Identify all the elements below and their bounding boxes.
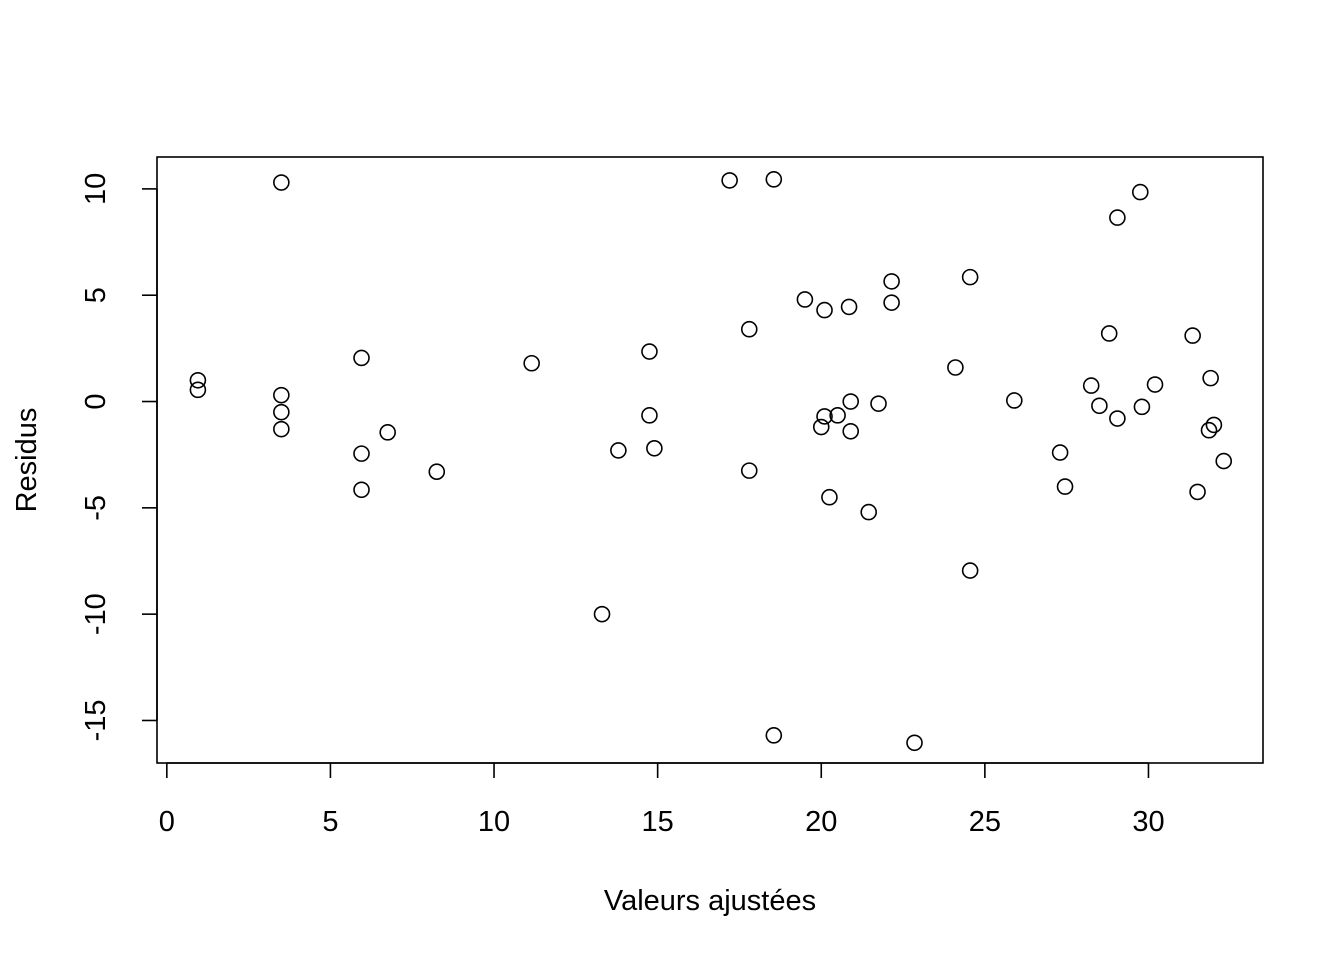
x-tick-label: 15 [642, 806, 674, 838]
data-point [1202, 369, 1219, 387]
data-point [765, 727, 783, 744]
x-tick-label: 5 [322, 806, 338, 838]
data-point [842, 393, 860, 410]
data-point [721, 172, 738, 189]
data-point [870, 395, 887, 412]
data-point [1184, 327, 1201, 344]
y-tick-label: -15 [80, 700, 112, 742]
data-point [189, 371, 207, 389]
y-tick-label: 5 [80, 287, 112, 303]
data-point [353, 349, 370, 367]
data-point [1205, 416, 1223, 434]
data-point [273, 420, 290, 438]
data-point [1100, 325, 1118, 342]
data-point [947, 359, 964, 376]
y-tick-label: -10 [80, 593, 112, 635]
y-axis-title: Residus [11, 408, 43, 513]
data-point [1091, 397, 1108, 415]
data-point [610, 442, 627, 459]
data-point [273, 403, 290, 421]
data-point [740, 320, 758, 338]
x-tick-label: 0 [159, 806, 175, 838]
data-point [1056, 478, 1074, 495]
x-tick-label: 10 [478, 806, 510, 838]
y-tick-label: -5 [80, 495, 112, 521]
data-point [523, 354, 540, 372]
data-points [189, 171, 1233, 752]
data-point [1131, 183, 1149, 201]
y-tick-label: 0 [80, 393, 112, 409]
data-point [821, 488, 838, 506]
data-point [796, 291, 814, 308]
x-tick-label: 30 [1132, 806, 1164, 838]
data-point [906, 734, 923, 752]
data-point [812, 418, 830, 436]
data-point [646, 440, 663, 457]
data-point [860, 503, 878, 521]
data-point [842, 422, 860, 440]
x-axis-title: Valeurs ajustées [604, 885, 816, 917]
data-point [1200, 421, 1218, 439]
x-tick-label: 20 [805, 806, 837, 838]
x-axis: 0 5 10 15 20 25 30 [159, 762, 1165, 838]
data-point [641, 407, 658, 424]
data-point [1109, 209, 1126, 226]
data-point [765, 171, 783, 188]
data-point [740, 462, 758, 479]
data-point [883, 273, 900, 290]
data-point [1133, 398, 1151, 416]
plot-frame [156, 156, 1264, 764]
data-point [1146, 376, 1164, 393]
data-point [428, 463, 446, 480]
y-tick-label: 10 [80, 173, 112, 205]
data-point [1006, 392, 1023, 409]
data-point [353, 481, 370, 499]
data-point [829, 407, 846, 424]
data-point [816, 408, 833, 425]
x-tick-label: 25 [969, 806, 1001, 838]
data-point [1082, 377, 1100, 394]
data-point [189, 381, 207, 399]
data-point [379, 424, 396, 441]
data-point [1051, 444, 1069, 461]
data-point [273, 386, 290, 404]
data-point [353, 445, 370, 462]
data-point [1189, 483, 1206, 501]
data-point [641, 343, 658, 360]
data-point [883, 294, 900, 311]
data-point [1109, 410, 1126, 427]
data-point [961, 562, 979, 579]
data-point [961, 268, 979, 286]
data-point [593, 605, 611, 623]
data-point [816, 301, 833, 319]
y-axis: -15 -10 -5 0 5 10 [80, 173, 158, 742]
data-point [840, 298, 858, 316]
data-point [273, 174, 290, 191]
data-point [1215, 452, 1233, 470]
